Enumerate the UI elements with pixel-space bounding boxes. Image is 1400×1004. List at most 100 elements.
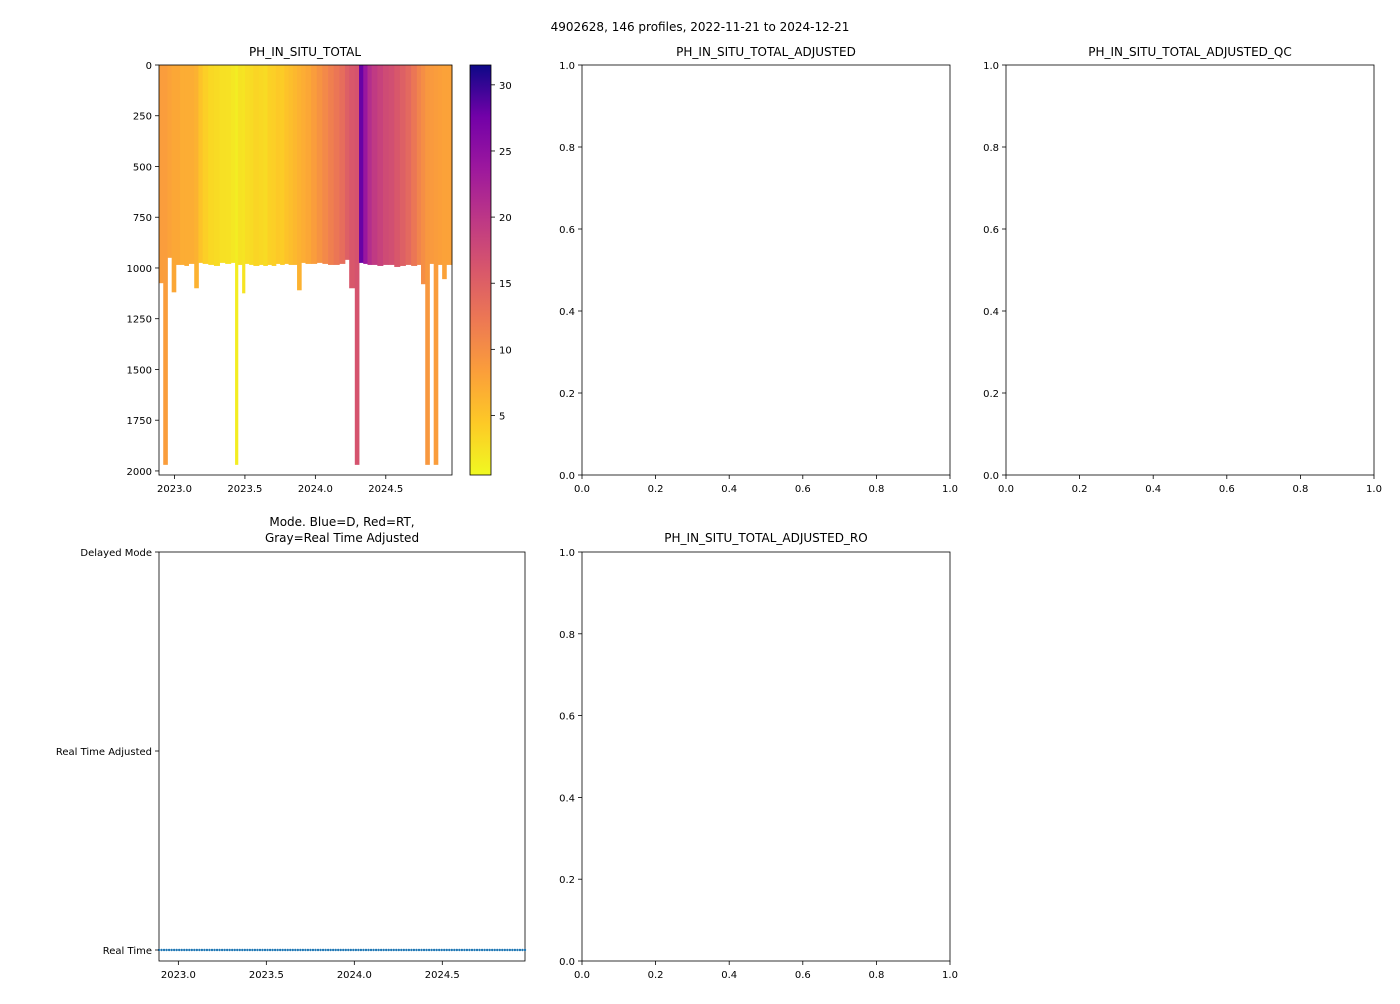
- colorbar-tick-label: 25: [499, 147, 512, 158]
- mode-point: [326, 948, 330, 952]
- mode-point: [458, 948, 461, 952]
- y-tick-label: Real Time: [103, 946, 152, 957]
- heatmap-column: [377, 65, 384, 266]
- panel-ph-in-situ-total: PH_IN_SITU_TOTAL 2023.0 2023.5 2024.0 2024.…: [127, 45, 453, 495]
- mode-point: [193, 948, 196, 952]
- heatmap-column: [188, 65, 195, 264]
- heatmap-column: [253, 65, 260, 266]
- mode-point: [463, 948, 466, 952]
- mode-point: [407, 948, 411, 952]
- mode-point: [352, 948, 355, 952]
- mode-point: [392, 948, 395, 952]
- mode-point: [296, 948, 300, 952]
- mode-point: [246, 948, 249, 952]
- mode-point: [177, 948, 181, 952]
- heatmap-column: [416, 65, 422, 265]
- mode-point: [506, 948, 509, 952]
- mode-point: [183, 948, 186, 952]
- mode-point: [185, 948, 188, 952]
- heatmap-column: [446, 65, 453, 265]
- mode-point: [473, 948, 476, 952]
- heatmap-column: [175, 65, 181, 265]
- mode-point: [364, 948, 368, 952]
- heatmap-column: [280, 65, 285, 265]
- x-tick-label: 0.8: [868, 970, 884, 981]
- figure-suptitle: 4902628, 146 profiles, 2022-11-21 to 202…: [551, 20, 850, 34]
- y-tick-label: 1750: [127, 416, 152, 427]
- mode-point: [316, 948, 320, 952]
- x-tick-label: 0.2: [1072, 484, 1088, 495]
- mode-point: [430, 948, 433, 952]
- x-tick-label: 0.2: [648, 484, 664, 495]
- mode-point: [349, 948, 353, 952]
- mode-point: [425, 948, 428, 952]
- heatmap-column: [159, 65, 164, 284]
- heatmap-column: [219, 65, 226, 263]
- mode-point: [215, 948, 219, 952]
- heatmap-column: [442, 65, 447, 280]
- mode-point: [470, 948, 474, 952]
- heatmap-column: [425, 65, 430, 465]
- y-tick-label: 0.2: [559, 875, 575, 886]
- heatmap-column: [411, 65, 418, 266]
- mode-point: [180, 948, 183, 952]
- mode-point: [503, 948, 507, 952]
- mode-point: [251, 948, 254, 952]
- heatmap-column: [367, 65, 373, 265]
- mode-point: [309, 948, 312, 952]
- mode-point: [437, 948, 441, 952]
- heatmap-column: [171, 65, 177, 293]
- panel-mode: Mode. Blue=D, Red=RT, Gray=Real Time Adj…: [56, 515, 527, 981]
- mode-point: [443, 948, 446, 952]
- panel-title: PH_IN_SITU_TOTAL: [249, 45, 361, 59]
- heatmap-column: [259, 65, 264, 265]
- mode-point: [450, 948, 453, 952]
- y-tick-label: 0.4: [559, 793, 575, 804]
- mode-point: [523, 948, 527, 952]
- colorbar-tick-label: 10: [499, 345, 512, 356]
- mode-point: [162, 948, 166, 952]
- heatmap-column: [339, 65, 346, 264]
- y-tick-label: 0.6: [559, 712, 575, 723]
- mode-point: [198, 948, 201, 952]
- mode-point: [339, 948, 342, 952]
- x-tick-label: 0.4: [721, 970, 737, 981]
- y-tick-label: 0.8: [559, 143, 575, 154]
- x-tick-label: 1.0: [942, 970, 958, 981]
- mode-point: [422, 948, 426, 952]
- mode-point: [261, 948, 264, 952]
- colorbar-tick-label: 15: [499, 279, 512, 290]
- y-tick-label: 0.4: [983, 307, 999, 318]
- mode-point: [337, 948, 340, 952]
- mode-point: [271, 948, 274, 952]
- heatmap-column: [388, 65, 395, 265]
- mode-point: [357, 948, 360, 952]
- mode-point: [268, 948, 272, 952]
- heatmap-column: [208, 65, 215, 265]
- axis-ticks: 0.0 0.2 0.4 0.6 0.8 1.0 0.0 0.2 0.4 0.6 0.8 1.0: [559, 61, 958, 495]
- y-tick-label: 1250: [127, 315, 152, 326]
- mode-point: [165, 948, 168, 952]
- heatmap-column: [328, 65, 335, 265]
- mode-point: [236, 948, 239, 952]
- mode-point: [521, 948, 524, 952]
- x-tick-label: 0.2: [648, 970, 664, 981]
- mode-point: [170, 948, 173, 952]
- x-tick-label: 2023.0: [161, 970, 196, 981]
- mode-point: [263, 948, 267, 952]
- x-tick-label: 0.4: [721, 484, 737, 495]
- panel-title: PH_IN_SITU_TOTAL_ADJUSTED: [676, 45, 856, 59]
- mode-point: [284, 948, 287, 952]
- y-tick-label: 1000: [127, 264, 152, 275]
- mode-point: [256, 948, 259, 952]
- panel-title-line1: Mode. Blue=D, Red=RT,: [269, 515, 414, 529]
- heatmap-column: [382, 65, 390, 265]
- mode-point: [172, 948, 176, 952]
- mode-point: [299, 948, 302, 952]
- mode-point: [367, 948, 370, 952]
- mode-point: [395, 948, 398, 952]
- mode-point: [223, 948, 226, 952]
- mode-point: [314, 948, 317, 952]
- axes-frame: [158, 64, 453, 476]
